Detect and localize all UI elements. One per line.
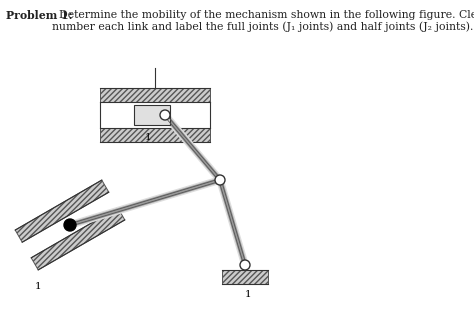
Bar [222,270,268,284]
Text: 1: 1 [245,290,251,299]
Text: Determine the mobility of the mechanism shown in the following figure. Clearly
n: Determine the mobility of the mechanism … [52,10,474,32]
Text: 1: 1 [35,282,41,291]
Circle shape [64,219,76,231]
Circle shape [240,260,250,270]
Polygon shape [15,180,109,242]
Bar [134,105,170,125]
Text: Problem 1:: Problem 1: [6,10,73,21]
Circle shape [215,175,225,185]
Circle shape [160,110,170,120]
Text: 1: 1 [145,133,151,142]
Polygon shape [31,208,125,270]
Bar [100,128,210,142]
Bar [100,88,210,102]
